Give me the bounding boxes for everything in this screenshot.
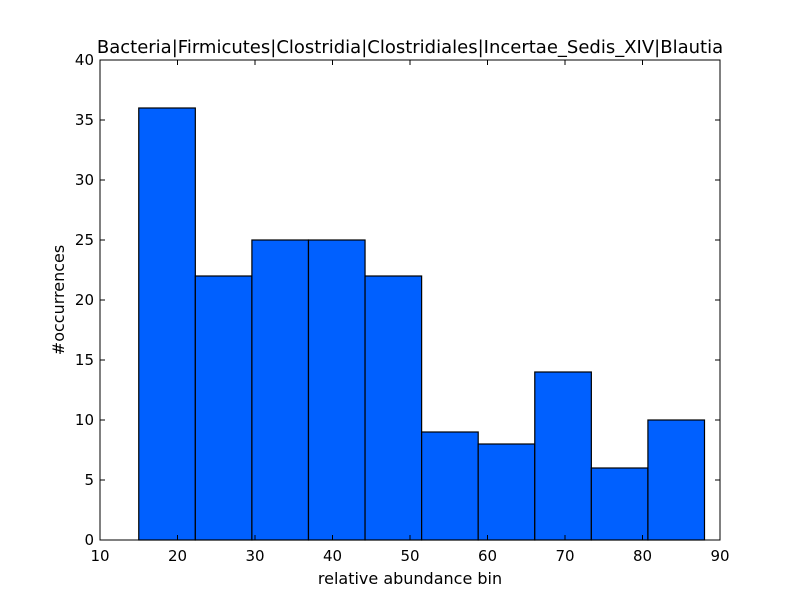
chart-title: Bacteria|Firmicutes|Clostridia|Clostridi… [97, 37, 723, 58]
y-tick-label: 0 [84, 531, 94, 549]
x-tick-label: 90 [710, 547, 729, 565]
histogram-bar [307, 239, 366, 541]
histogram-bar [534, 371, 592, 541]
x-tick-label: 50 [400, 547, 419, 565]
histogram-bar [647, 419, 706, 541]
x-tick-label: 70 [555, 547, 574, 565]
y-tick-label: 15 [75, 351, 94, 369]
histogram-bar [590, 467, 649, 541]
x-axis: 10 20 30 40 50 60 70 80 90 [90, 60, 730, 565]
histogram-bar [251, 239, 310, 541]
y-tick-label: 10 [75, 411, 94, 429]
x-axis-label: relative abundance bin [318, 569, 502, 588]
x-tick-label: 80 [633, 547, 652, 565]
histogram-bar [194, 275, 253, 541]
x-tick-label: 20 [168, 547, 187, 565]
histogram-bar [364, 275, 423, 541]
y-tick-label: 30 [75, 171, 94, 189]
y-tick-label: 35 [75, 111, 94, 129]
y-tick-label: 25 [75, 231, 94, 249]
y-tick-label: 40 [75, 51, 94, 69]
y-axis-label: #occurrences [49, 245, 68, 355]
x-tick-label: 40 [323, 547, 342, 565]
bars-group [138, 107, 706, 541]
y-tick-label: 5 [84, 471, 94, 489]
y-tick-label: 20 [75, 291, 94, 309]
x-tick-label: 30 [245, 547, 264, 565]
x-tick-label: 60 [478, 547, 497, 565]
y-axis: 0 5 10 15 20 25 30 35 40 [75, 51, 720, 549]
histogram-bar [138, 107, 196, 541]
histogram-bar [421, 431, 479, 541]
x-tick-label: 10 [90, 547, 109, 565]
histogram-bar [477, 443, 536, 541]
